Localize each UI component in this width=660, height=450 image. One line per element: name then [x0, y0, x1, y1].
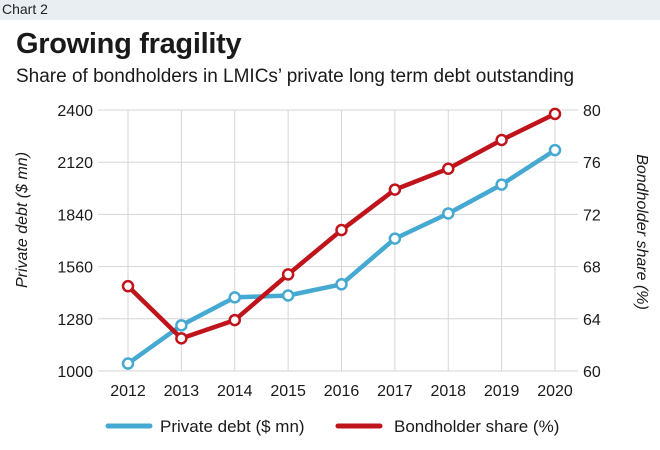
x-tick-label: 2020: [537, 383, 573, 400]
private-debt-point: [175, 319, 188, 332]
y-right-tick-label: 76: [583, 155, 601, 172]
bondholder-share-point: [335, 223, 348, 237]
chart-title: Growing fragility: [16, 28, 242, 60]
private-debt-point: [121, 357, 135, 370]
x-tick-label: 2013: [164, 383, 200, 400]
y-right-tick-label: 64: [583, 312, 601, 329]
chart-subtitle: Share of bondholders in LMICs’ private l…: [16, 66, 575, 87]
private-debt-point: [495, 178, 508, 191]
x-tick-label: 2012: [110, 383, 146, 400]
y-left-tick-label: 1000: [57, 364, 93, 381]
y-right-tick-label: 72: [583, 207, 601, 224]
y-left-axis-title: Private debt ($ mn): [14, 152, 31, 288]
bondholder-share-point: [228, 313, 241, 327]
x-tick-label: 2016: [324, 383, 360, 400]
y-right-axis-title: Bondholder share (%): [633, 154, 650, 310]
y-left-tick-label: 1560: [57, 260, 93, 277]
y-right-tick-label: 60: [583, 364, 601, 381]
bondholder-share-point: [548, 107, 562, 121]
bondholder-share-point: [388, 183, 402, 196]
bondholder-share-point: [495, 133, 508, 147]
private-debt-point: [442, 207, 455, 220]
x-tick-label: 2015: [270, 383, 306, 400]
private-debt-point: [388, 232, 402, 245]
x-tick-label: 2018: [430, 383, 466, 400]
private-debt-point: [228, 291, 241, 304]
x-tick-label: 2019: [484, 383, 520, 400]
y-left-tick-label: 1280: [57, 312, 93, 329]
legend-label-bondholder-share: Bondholder share (%): [394, 417, 559, 436]
bondholder-share-point: [281, 268, 295, 281]
y-left-tick-label: 2120: [57, 155, 93, 172]
x-tick-label: 2017: [377, 383, 413, 400]
private-debt-point: [335, 278, 348, 291]
y-left-tick-label: 2400: [57, 103, 93, 120]
x-tick-label: 2014: [217, 383, 253, 400]
private-debt-point: [548, 143, 562, 157]
header-band: [0, 0, 660, 20]
y-right-tick-label: 68: [583, 260, 601, 277]
y-right-tick-label: 80: [583, 103, 601, 120]
legend-label-private-debt: Private debt ($ mn): [160, 417, 305, 436]
bondholder-share-point: [121, 279, 135, 293]
chart-number: Chart 2: [2, 1, 48, 17]
y-left-tick-label: 1840: [57, 207, 93, 224]
bondholder-share-point: [442, 162, 455, 175]
private-debt-point: [281, 289, 295, 302]
bondholder-share-point: [175, 332, 188, 345]
